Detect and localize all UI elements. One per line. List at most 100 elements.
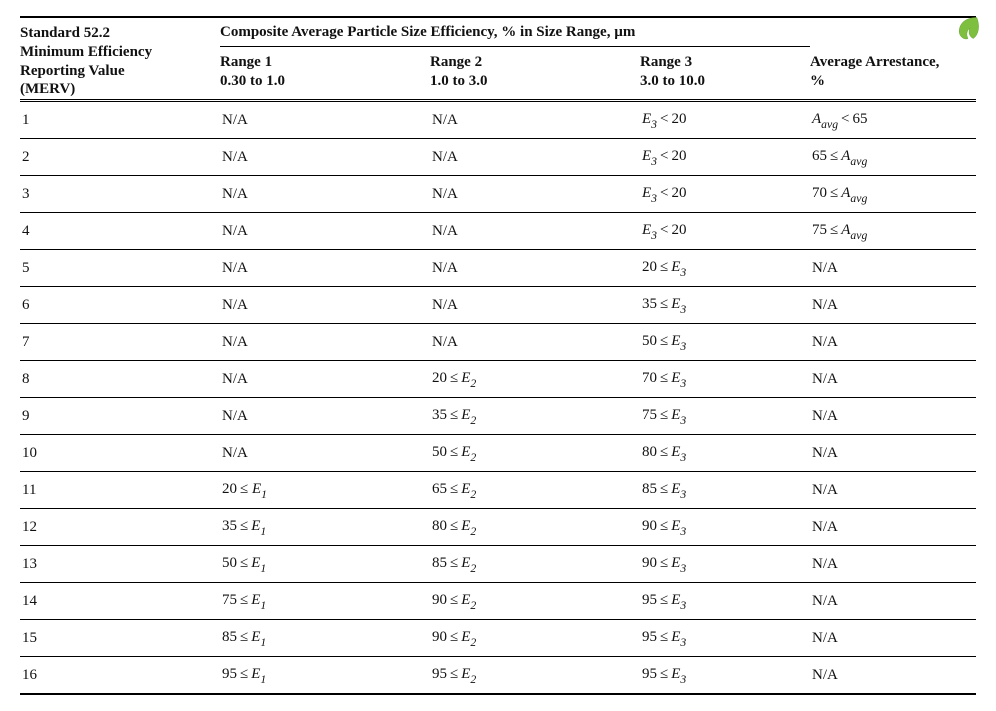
cell-r1: 20 ≤ E1 [220, 472, 430, 509]
cell-merv: 1 [20, 101, 220, 139]
cell-merv: 9 [20, 398, 220, 435]
merv-header: Standard 52.2 Minimum Efficiency Reporti… [20, 17, 220, 99]
cell-r1: N/A [220, 361, 430, 398]
cell-ar: N/A [810, 657, 976, 695]
table-row: 1N/AN/AE3 < 20Aavg < 65 [20, 101, 976, 139]
table-row: 1120 ≤ E165 ≤ E285 ≤ E3N/A [20, 472, 976, 509]
cell-ar: N/A [810, 324, 976, 361]
cell-r1: N/A [220, 324, 430, 361]
cell-r1: N/A [220, 398, 430, 435]
composite-header: Composite Average Particle Size Efficien… [220, 17, 810, 47]
cell-r3: E3 < 20 [640, 213, 810, 250]
cell-ar: N/A [810, 287, 976, 324]
cell-r3: E3 < 20 [640, 176, 810, 213]
cell-ar: 75 ≤ Aavg [810, 213, 976, 250]
cell-r2: N/A [430, 287, 640, 324]
cell-ar: N/A [810, 361, 976, 398]
cell-r1: 75 ≤ E1 [220, 583, 430, 620]
cell-r2: N/A [430, 101, 640, 139]
cell-r2: 95 ≤ E2 [430, 657, 640, 695]
cell-merv: 5 [20, 250, 220, 287]
cell-r2: N/A [430, 324, 640, 361]
cell-r2: N/A [430, 176, 640, 213]
cell-r3: 20 ≤ E3 [640, 250, 810, 287]
range1-label: Range 1 [220, 53, 430, 72]
range3-span: 3.0 to 10.0 [640, 72, 810, 91]
cell-merv: 3 [20, 176, 220, 213]
arrestance-l2: % [810, 72, 976, 91]
cell-merv: 15 [20, 620, 220, 657]
cell-r3: 85 ≤ E3 [640, 472, 810, 509]
merv-header-l4: (MERV) [20, 81, 75, 97]
cell-r1: 35 ≤ E1 [220, 509, 430, 546]
cell-ar: N/A [810, 250, 976, 287]
cell-merv: 8 [20, 361, 220, 398]
cell-merv: 7 [20, 324, 220, 361]
cell-r2: 50 ≤ E2 [430, 435, 640, 472]
cell-merv: 13 [20, 546, 220, 583]
cell-r3: 80 ≤ E3 [640, 435, 810, 472]
cell-r1: N/A [220, 139, 430, 176]
cell-r2: N/A [430, 250, 640, 287]
cell-r1: 50 ≤ E1 [220, 546, 430, 583]
cell-ar: N/A [810, 472, 976, 509]
range1-header: Range 1 0.30 to 1.0 [220, 47, 430, 99]
cell-r1: 85 ≤ E1 [220, 620, 430, 657]
table-row: 1235 ≤ E180 ≤ E290 ≤ E3N/A [20, 509, 976, 546]
table-row: 10N/A50 ≤ E280 ≤ E3N/A [20, 435, 976, 472]
merv-header-l1: Standard 52.2 [20, 25, 110, 41]
cell-r2: 90 ≤ E2 [430, 620, 640, 657]
cell-ar: 70 ≤ Aavg [810, 176, 976, 213]
cell-merv: 2 [20, 139, 220, 176]
range1-span: 0.30 to 1.0 [220, 72, 430, 91]
range3-label: Range 3 [640, 53, 810, 72]
merv-table: Standard 52.2 Minimum Efficiency Reporti… [20, 16, 976, 695]
merv-table-body: 1N/AN/AE3 < 20Aavg < 652N/AN/AE3 < 2065 … [20, 101, 976, 695]
cell-r3: E3 < 20 [640, 101, 810, 139]
header-spacer [810, 17, 976, 47]
cell-r3: 90 ≤ E3 [640, 509, 810, 546]
cell-ar: N/A [810, 583, 976, 620]
cell-ar: N/A [810, 546, 976, 583]
cell-r1: N/A [220, 213, 430, 250]
cell-r2: N/A [430, 213, 640, 250]
range3-header: Range 3 3.0 to 10.0 [640, 47, 810, 99]
cell-r1: 95 ≤ E1 [220, 657, 430, 695]
cell-ar: 65 ≤ Aavg [810, 139, 976, 176]
cell-r3: 90 ≤ E3 [640, 546, 810, 583]
table-row: 8N/A20 ≤ E270 ≤ E3N/A [20, 361, 976, 398]
table-row: 3N/AN/AE3 < 2070 ≤ Aavg [20, 176, 976, 213]
range2-span: 1.0 to 3.0 [430, 72, 640, 91]
leaf-icon [954, 14, 982, 42]
cell-r3: 75 ≤ E3 [640, 398, 810, 435]
cell-merv: 14 [20, 583, 220, 620]
cell-ar: N/A [810, 435, 976, 472]
table-row: 1585 ≤ E190 ≤ E295 ≤ E3N/A [20, 620, 976, 657]
cell-r3: 95 ≤ E3 [640, 657, 810, 695]
range2-header: Range 2 1.0 to 3.0 [430, 47, 640, 99]
merv-header-l2: Minimum Efficiency [20, 44, 152, 60]
cell-r3: 95 ≤ E3 [640, 620, 810, 657]
cell-r3: E3 < 20 [640, 139, 810, 176]
cell-r2: 85 ≤ E2 [430, 546, 640, 583]
range2-label: Range 2 [430, 53, 640, 72]
table-row: 1475 ≤ E190 ≤ E295 ≤ E3N/A [20, 583, 976, 620]
cell-r3: 70 ≤ E3 [640, 361, 810, 398]
cell-ar: N/A [810, 620, 976, 657]
cell-merv: 11 [20, 472, 220, 509]
cell-merv: 16 [20, 657, 220, 695]
cell-r2: 90 ≤ E2 [430, 583, 640, 620]
cell-r1: N/A [220, 176, 430, 213]
arrestance-l1: Average Arrestance, [810, 53, 976, 72]
cell-r2: 35 ≤ E2 [430, 398, 640, 435]
merv-header-l3: Reporting Value [20, 63, 125, 79]
cell-r2: 65 ≤ E2 [430, 472, 640, 509]
cell-merv: 4 [20, 213, 220, 250]
cell-r1: N/A [220, 435, 430, 472]
table-row: 5N/AN/A20 ≤ E3N/A [20, 250, 976, 287]
cell-r1: N/A [220, 287, 430, 324]
cell-merv: 12 [20, 509, 220, 546]
table-row: 7N/AN/A50 ≤ E3N/A [20, 324, 976, 361]
cell-merv: 6 [20, 287, 220, 324]
cell-ar: Aavg < 65 [810, 101, 976, 139]
